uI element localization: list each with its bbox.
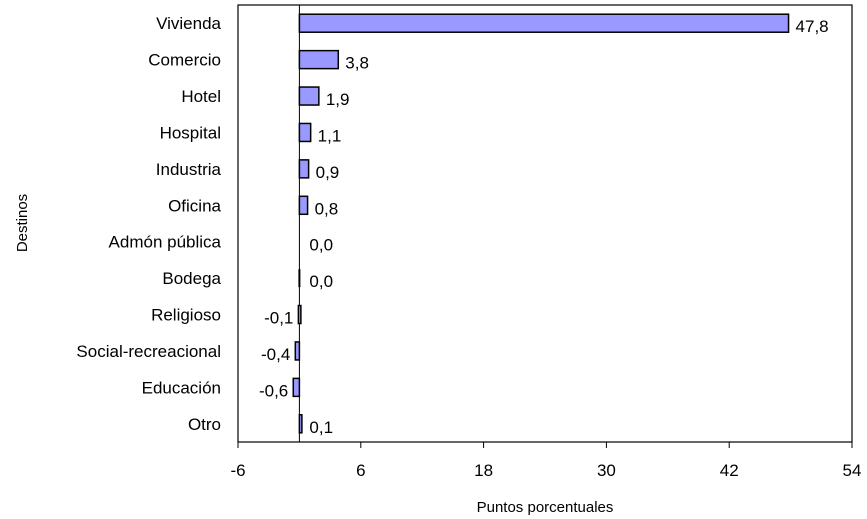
value-label: 1,1 [318,126,342,145]
value-label: 47,8 [796,17,829,36]
category-label: Comercio [148,51,221,70]
bars [292,13,790,434]
bar [297,304,302,325]
value-label: -0,4 [261,345,290,364]
y-axis-title: Destinos [14,194,31,252]
category-label: Religioso [151,306,221,325]
category-label: Industria [156,160,222,179]
bar [298,122,312,143]
value-label: 0,1 [309,418,333,437]
category-label: Hospital [160,123,221,142]
bar [292,377,301,398]
value-label: -0,1 [264,309,293,328]
bar [298,269,301,288]
bar [298,13,790,33]
value-label: 0,0 [309,236,333,255]
x-axis-title: Puntos porcentuales [477,499,614,516]
value-labels: 47,8 3,8 1,9 1,1 0,9 0,8 0,0 0,0 -0,1 -0,4 -0,6 0,1 [259,17,829,437]
category-label: Educación [142,378,221,397]
value-label: 1,9 [326,90,350,109]
x-tick-label: 42 [720,461,739,480]
bar [298,49,340,70]
x-tick-label: 30 [597,461,616,480]
bar [294,341,301,361]
bar [298,414,303,434]
bar [298,86,320,106]
x-axis: -6 6 18 30 42 54 [230,442,861,480]
x-tick-label: 54 [843,461,862,480]
plot-frame [237,4,853,443]
x-tick-label: 18 [474,461,493,480]
value-label: 0,0 [309,272,333,291]
category-label: Vivienda [156,14,221,33]
value-label: -0,6 [259,381,288,400]
value-label: 0,8 [315,199,339,218]
bar [298,159,310,179]
value-label: 0,9 [316,163,340,182]
category-label: Hotel [181,87,221,106]
value-label: 3,8 [345,54,369,73]
category-labels: Vivienda Comercio Hotel Hospital Industria Of… [76,14,221,434]
category-label: Bodega [162,269,221,288]
bar [298,195,309,216]
x-tick-label: 6 [356,461,365,480]
category-label: Admón pública [109,233,222,252]
x-tick-label: -6 [230,461,245,480]
category-label: Otro [188,415,221,434]
plot-area [237,4,853,443]
category-label: Oficina [168,196,221,215]
category-label: Social-recreacional [76,342,221,361]
